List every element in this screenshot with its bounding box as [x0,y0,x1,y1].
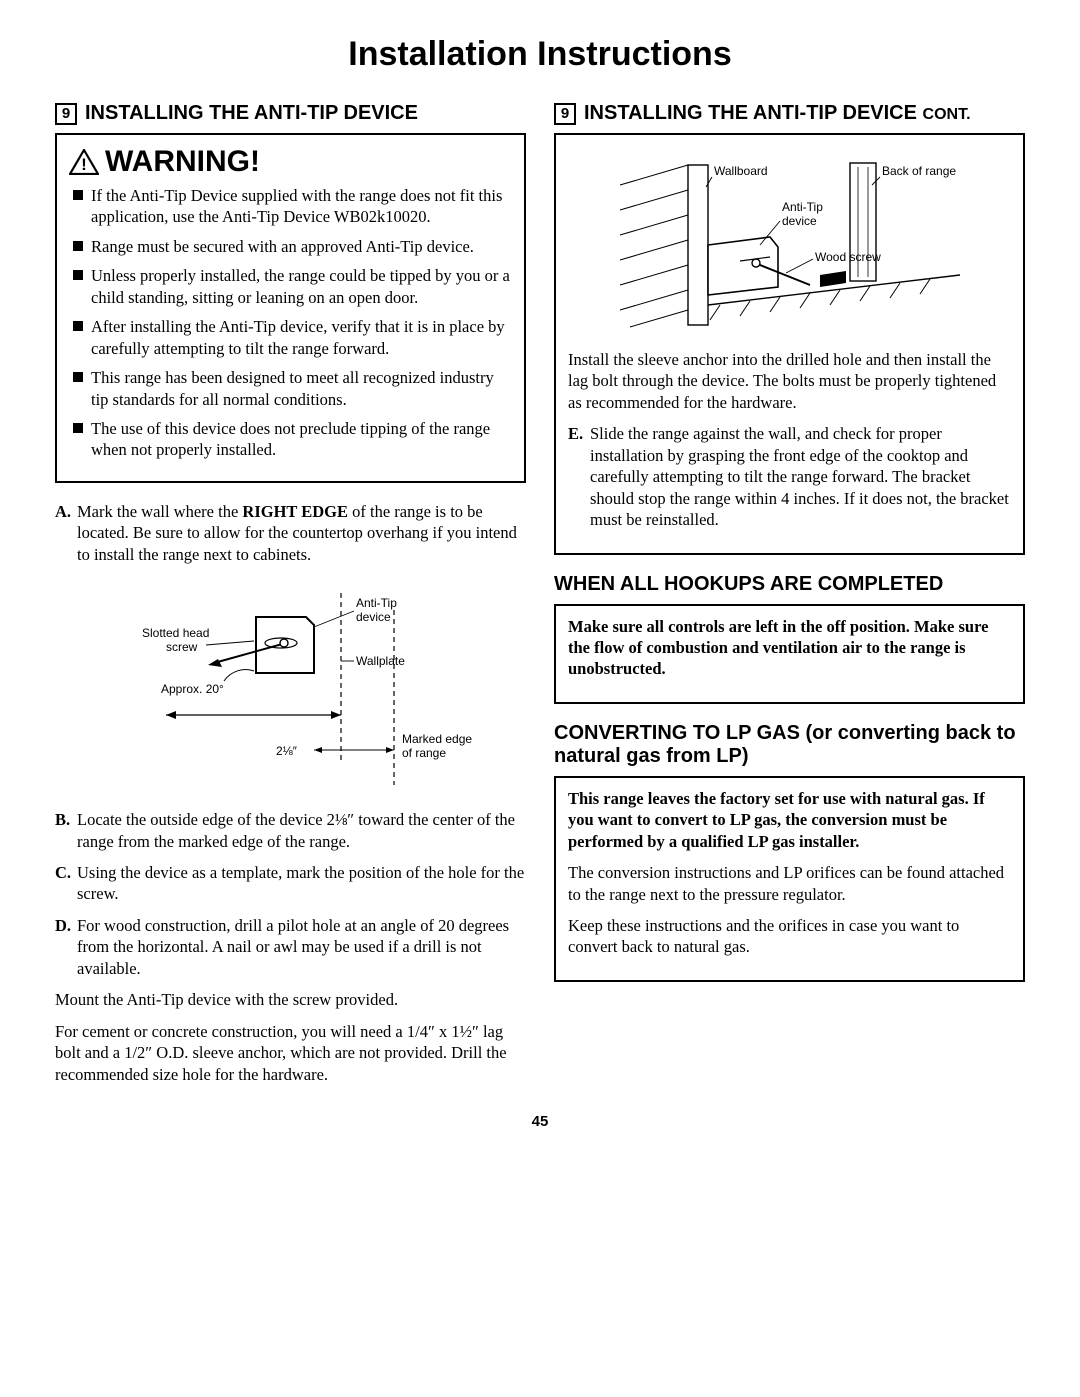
lp-heading: CONVERTING TO LP GAS (or converting back… [554,722,1025,768]
left-heading: 9 INSTALLING THE ANTI-TIP DEVICE [55,102,526,125]
lp-paragraph-1: The conversion instructions and LP orifi… [568,862,1011,905]
warning-bullet: The use of this device does not preclude… [69,418,512,461]
two-column-layout: 9 INSTALLING THE ANTI-TIP DEVICE ! WARNI… [55,102,1025,1095]
install-sleeve-paragraph: Install the sleeve anchor into the drill… [568,349,1011,413]
right-column: 9 INSTALLING THE ANTI-TIP DEVICE CONT. [554,102,1025,1095]
mount-paragraph: Mount the Anti-Tip device with the screw… [55,989,526,1010]
step-a-text-bold: RIGHT EDGE [242,502,348,521]
step-letter: A. [55,501,71,522]
step-b-text: Locate the outside edge of the device 2⅛… [77,810,515,850]
warning-bullet: Unless properly installed, the range cou… [69,265,512,308]
step-letter: B. [55,809,70,830]
lp-bold-paragraph: This range leaves the factory set for us… [568,788,1011,852]
step-e-text: Slide the range against the wall, and ch… [590,424,1009,529]
step-a-text-prefix: Mark the wall where the [77,502,242,521]
page-number: 45 [55,1113,1025,1130]
step-number-box: 9 [55,103,77,125]
warning-bullet: After installing the Anti-Tip device, ve… [69,316,512,359]
diagram-label: device [782,214,817,228]
diagram-label: screw [166,640,198,654]
step-d-text: For wood construction, drill a pilot hol… [77,916,509,978]
page-title: Installation Instructions [55,35,1025,74]
right-heading-main: INSTALLING THE ANTI-TIP DEVICE [584,102,917,124]
svg-text:!: ! [81,155,87,174]
diagram-label: Approx. 20° [161,682,224,696]
diagram-label: Anti-Tip [782,200,823,214]
step-c-text: Using the device as a template, mark the… [77,863,524,903]
step-list-left-2: B. Locate the outside edge of the device… [55,809,526,979]
anti-tip-diagram-2: Wallboard Back of range Anti-Tip device … [610,155,970,335]
lp-paragraph-2: Keep these instructions and the orifices… [568,915,1011,958]
right-heading-cont: CONT. [923,106,971,123]
diagram-label: Anti-Tip [356,596,397,610]
step-e: E. Slide the range against the wall, and… [568,423,1011,530]
warning-bullet-list: If the Anti-Tip Device supplied with the… [69,185,512,461]
warning-label-text: WARNING! [105,145,260,179]
diagram-label: Marked edge [402,732,472,746]
diagram-label: device [356,610,391,624]
step-letter: D. [55,915,71,936]
cement-paragraph: For cement or concrete construction, you… [55,1021,526,1085]
hookups-heading: WHEN ALL HOOKUPS ARE COMPLETED [554,573,1025,596]
warning-bullet: If the Anti-Tip Device supplied with the… [69,185,512,228]
anti-tip-cont-box: Wallboard Back of range Anti-Tip device … [554,133,1025,555]
step-b: B. Locate the outside edge of the device… [55,809,526,852]
right-cont-heading: 9 INSTALLING THE ANTI-TIP DEVICE CONT. [554,102,1025,125]
anti-tip-diagram-1: Slotted head screw Approx. 20° Anti-Tip … [106,575,476,795]
lp-box: This range leaves the factory set for us… [554,776,1025,982]
hookups-box: Make sure all controls are left in the o… [554,604,1025,704]
step-list-right: E. Slide the range against the wall, and… [568,423,1011,530]
hookups-body: Make sure all controls are left in the o… [568,616,1011,680]
diagram-label: of range [402,746,446,760]
step-number-box: 9 [554,103,576,125]
left-column: 9 INSTALLING THE ANTI-TIP DEVICE ! WARNI… [55,102,526,1095]
step-letter: C. [55,862,71,883]
step-letter: E. [568,423,583,444]
diagram-label: Wood screw [815,250,881,264]
diagram-label: Back of range [882,164,956,178]
warning-triangle-icon: ! [69,149,99,175]
warning-bullet: Range must be secured with an approved A… [69,236,512,257]
step-list-left: A. Mark the wall where the RIGHT EDGE of… [55,501,526,565]
warning-bullet: This range has been designed to meet all… [69,367,512,410]
diagram-label: 2⅛″ [276,744,298,758]
step-a: A. Mark the wall where the RIGHT EDGE of… [55,501,526,565]
diagram-label: Slotted head [142,626,209,640]
diagram-label: Wallplate [356,654,405,668]
diagram-label: Wallboard [714,164,768,178]
step-d: D. For wood construction, drill a pilot … [55,915,526,979]
step-c: C. Using the device as a template, mark … [55,862,526,905]
right-cont-heading-text: INSTALLING THE ANTI-TIP DEVICE CONT. [584,102,971,125]
left-heading-text: INSTALLING THE ANTI-TIP DEVICE [85,102,418,125]
warning-header: ! WARNING! [69,145,512,179]
warning-box: ! WARNING! If the Anti-Tip Device suppli… [55,133,526,483]
